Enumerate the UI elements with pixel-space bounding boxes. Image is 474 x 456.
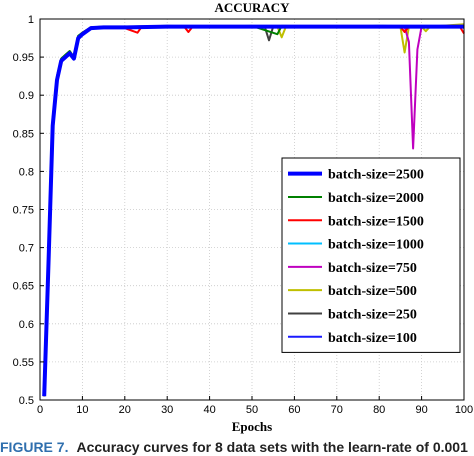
y-tick-label: 0.8	[19, 166, 34, 178]
y-tick-label: 0.65	[13, 281, 34, 293]
y-tick-label: 0.7	[19, 243, 34, 255]
y-tick-label: 0.9	[19, 90, 34, 102]
series-lines	[42, 23, 465, 397]
x-tick-label: 70	[331, 404, 343, 416]
x-tick-label: 20	[119, 404, 131, 416]
legend: batch-size=2500 batch-size=2000 batch-size…	[281, 157, 461, 353]
y-tick-label: 0.55	[13, 357, 34, 369]
legend-entry: batch-size=2000	[328, 191, 424, 206]
legend-entry: batch-size=500	[328, 284, 417, 299]
y-tick-label: 0.85	[13, 128, 34, 140]
x-tick-label: 30	[161, 404, 173, 416]
y-tick-label: 1	[28, 14, 34, 26]
x-tick-label: 90	[415, 404, 427, 416]
legend-entry: batch-size=1000	[328, 238, 424, 253]
x-tick-label: 80	[373, 404, 385, 416]
legend-entry: batch-size=100	[328, 331, 417, 346]
accuracy-chart: ACCURACY 0 10 20 30 40 50 60 70 80 90 100 0.5 0.55 0.…	[13, 0, 474, 434]
legend-entry: batch-size=1500	[328, 214, 424, 229]
x-tick-label: 60	[288, 404, 300, 416]
axis-ticks: 0 10 20 30 40 50 60 70 80 90 100 0.5 0.55 0.6 0.65 0.7 0…	[13, 14, 474, 416]
x-tick-label: 40	[203, 404, 215, 416]
x-tick-label: 0	[37, 404, 43, 416]
series-line-batch-size-2500	[42, 24, 464, 397]
x-axis-label: Epochs	[232, 419, 272, 434]
x-tick-label: 50	[246, 404, 258, 416]
figure-label: FIGURE 7.	[0, 439, 69, 455]
legend-entry: batch-size=750	[328, 261, 417, 276]
legend-entry: batch-size=250	[328, 307, 417, 322]
y-tick-label: 0.75	[13, 205, 34, 217]
legend-box	[281, 157, 461, 353]
y-tick-label: 0.5	[19, 395, 34, 407]
y-tick-label: 0.95	[13, 52, 34, 64]
y-tick-label: 0.6	[19, 319, 34, 331]
x-tick-label: 10	[76, 404, 88, 416]
x-tick-label: 100	[455, 404, 473, 416]
legend-entry: batch-size=2500	[328, 168, 424, 183]
figure-caption: FIGURE 7. Accuracy curves for 8 data sets…	[0, 439, 474, 456]
caption-text: Accuracy curves for 8 data sets with the…	[76, 439, 468, 455]
chart-title: ACCURACY	[214, 0, 290, 15]
